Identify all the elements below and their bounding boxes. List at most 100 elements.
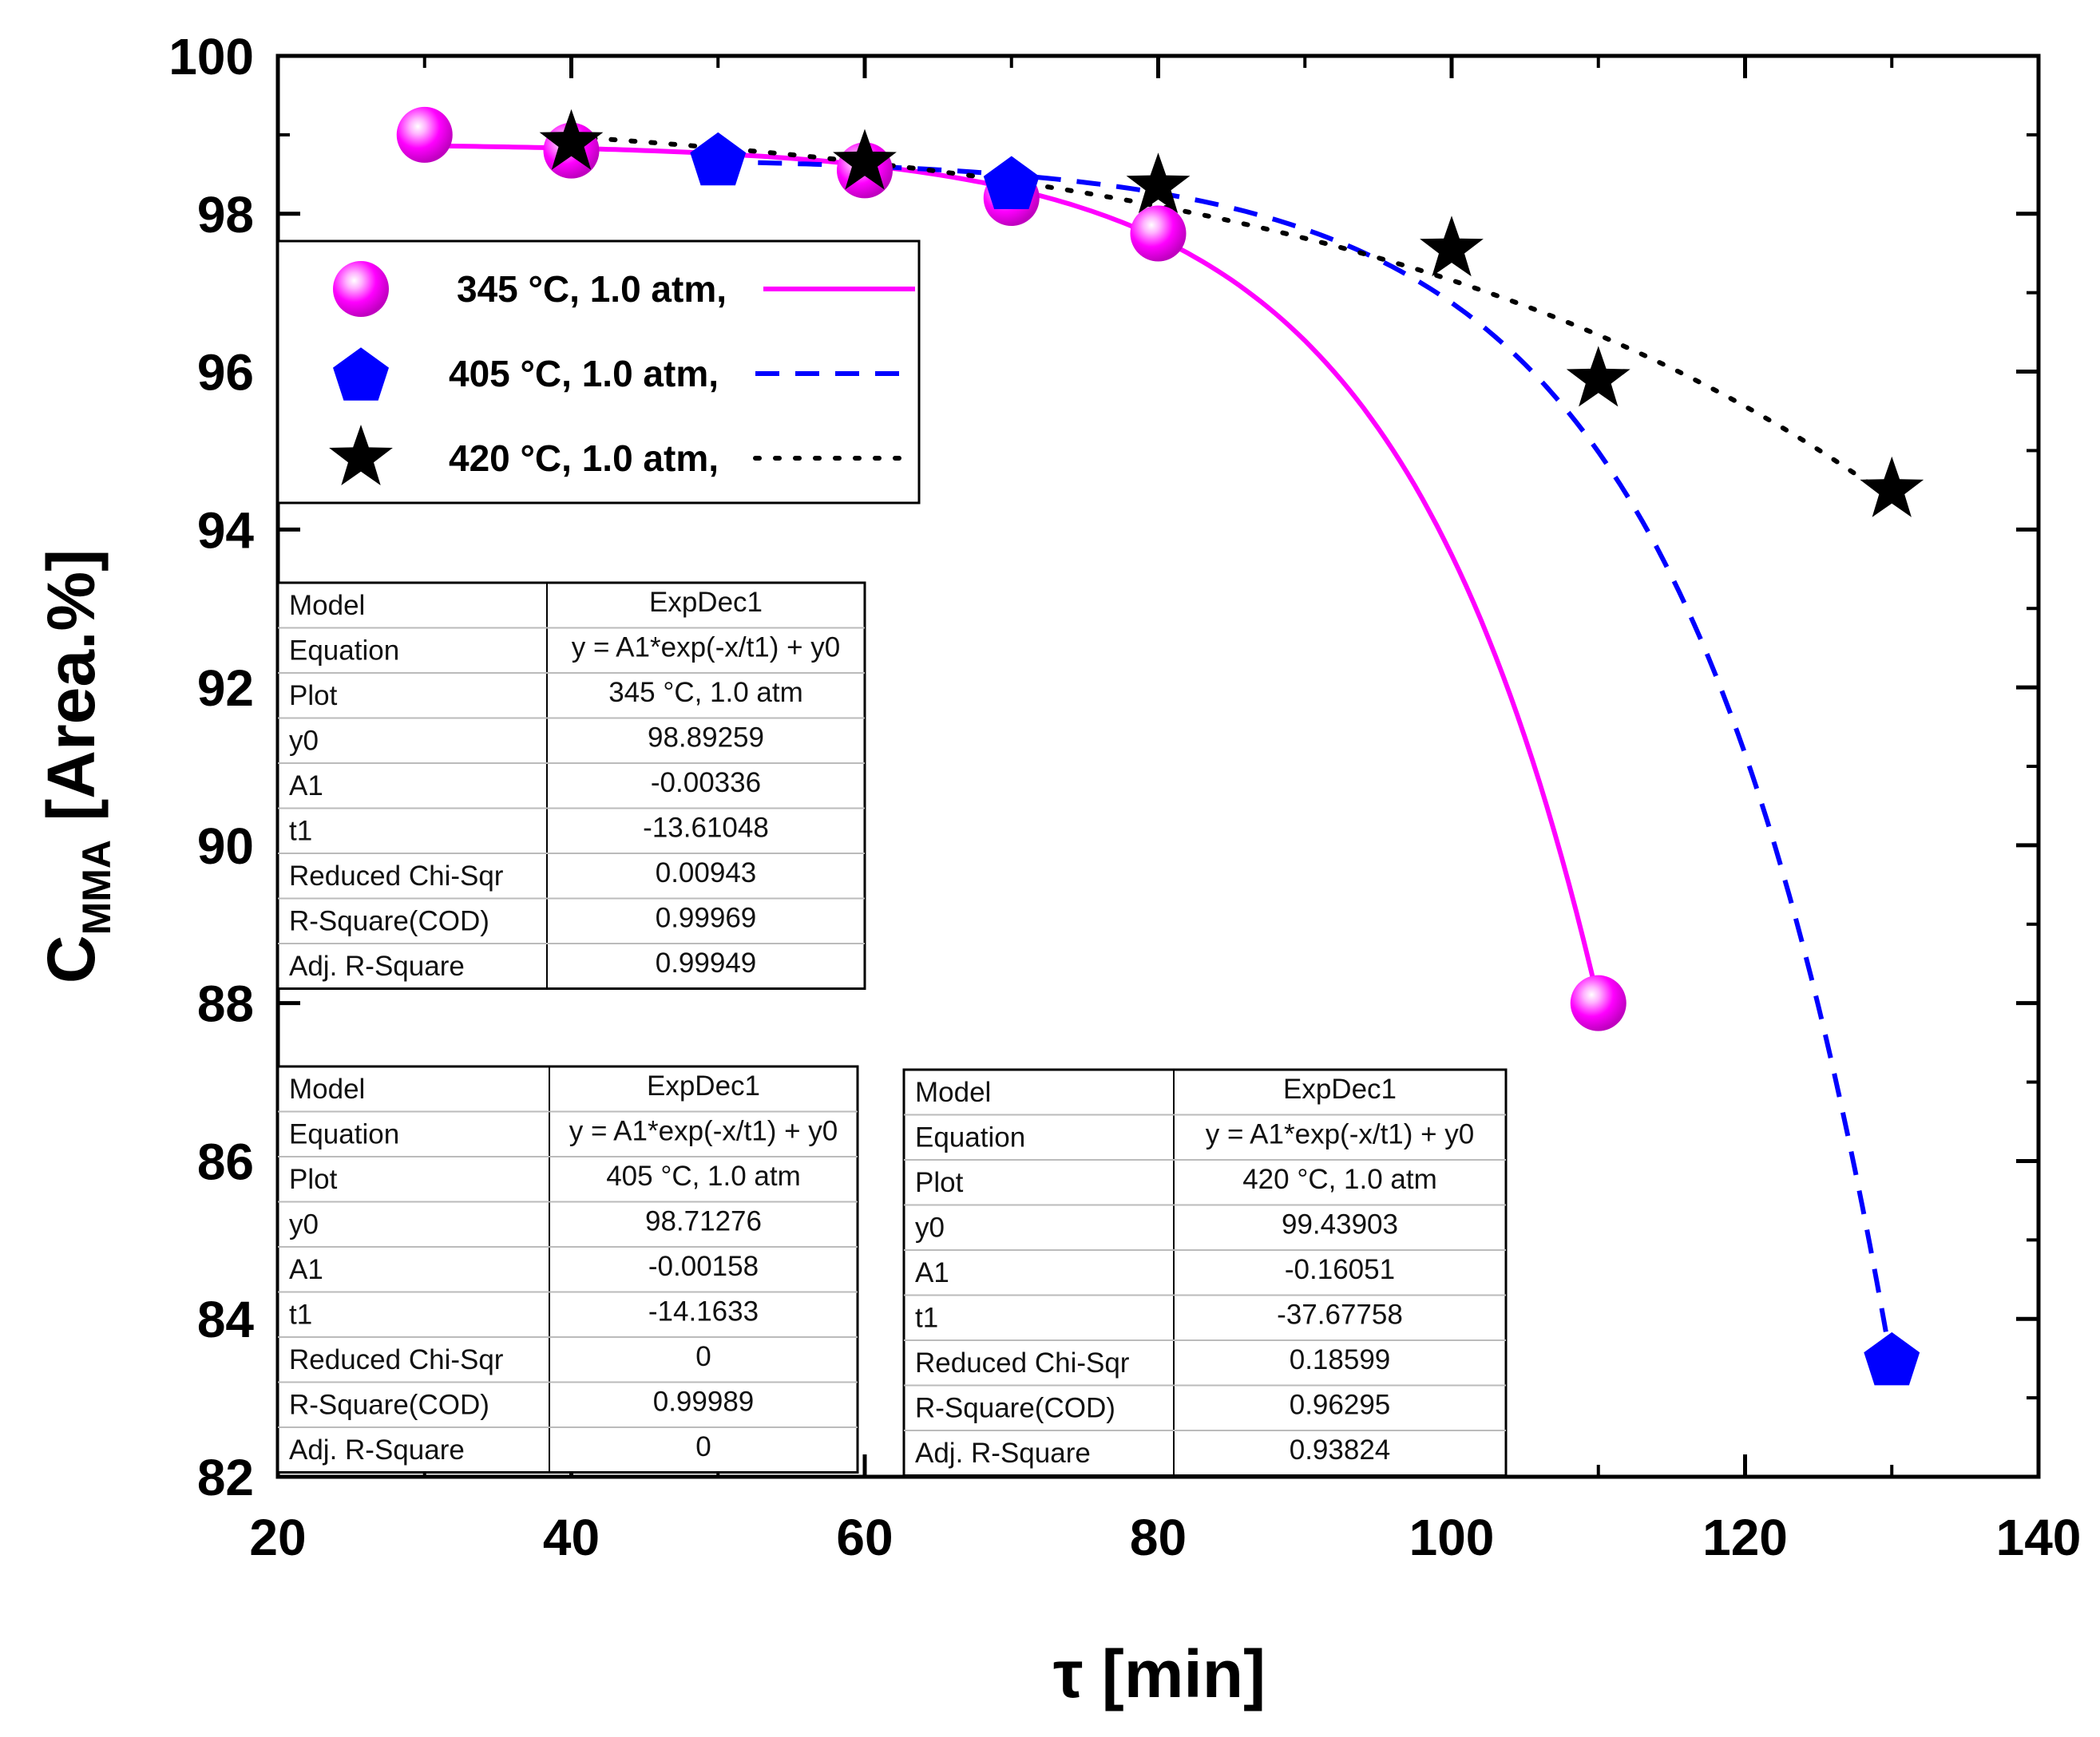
legend: 345 °C, 1.0 atm, 405 °C, 1.0 atm, 420 °C, … bbox=[276, 239, 921, 504]
fit-table-value: 0.93824 bbox=[1290, 1434, 1391, 1466]
x-tick-label: 40 bbox=[543, 1509, 600, 1566]
y-axis-title-subscript: MMA bbox=[74, 840, 119, 935]
fit-table-border bbox=[276, 581, 866, 990]
fit-table-value: 345 °C, 1.0 atm bbox=[608, 677, 803, 708]
data-point-star bbox=[833, 129, 897, 190]
fit-table-key: Reduced Chi-Sqr bbox=[915, 1347, 1130, 1379]
data-point-sphere bbox=[396, 106, 453, 163]
fit-table-value: 0.96295 bbox=[1290, 1390, 1391, 1421]
data-point-star bbox=[1126, 152, 1191, 214]
fit-table-value: -13.61048 bbox=[643, 813, 769, 844]
fit-table-value: ExpDec1 bbox=[1283, 1074, 1397, 1105]
fit-table-key: Adj. R-Square bbox=[289, 1434, 465, 1466]
y-tick-label: 84 bbox=[197, 1291, 255, 1348]
fit-table-key: Plot bbox=[289, 1164, 338, 1195]
fit-table-value: 98.89259 bbox=[648, 722, 764, 754]
fit-table-key: y0 bbox=[289, 726, 319, 757]
fit-table-key: R-Square(COD) bbox=[915, 1393, 1115, 1424]
y-tick-label: 82 bbox=[197, 1449, 254, 1506]
y-axis-title: CMMA [Area.%] bbox=[34, 549, 119, 983]
data-point-star bbox=[539, 109, 604, 170]
fit-table-value: 98.71276 bbox=[645, 1206, 762, 1237]
fit-table-key: R-Square(COD) bbox=[289, 906, 489, 937]
fit-table-value: -0.00158 bbox=[648, 1251, 759, 1282]
fit-table-value: 99.43903 bbox=[1282, 1209, 1398, 1240]
fit-curve bbox=[569, 134, 1895, 502]
fit-table-value: 0.00943 bbox=[656, 857, 757, 888]
fit-table-key: A1 bbox=[289, 1254, 323, 1285]
fit-table-value: 0.18599 bbox=[1290, 1344, 1391, 1375]
x-tick-label: 20 bbox=[249, 1509, 306, 1566]
data-point-pentagon bbox=[1864, 1331, 1920, 1386]
fit-table: Model ExpDec1 Equation y = A1*exp(-x/t1) + … bbox=[276, 1065, 859, 1474]
y-tick-label: 94 bbox=[197, 501, 255, 559]
data-point-pentagon bbox=[690, 132, 747, 186]
x-axis-title: τ [min] bbox=[1053, 1636, 1266, 1711]
legend-entry: 345 °C, 1.0 atm, bbox=[333, 261, 915, 317]
fit-table-border bbox=[902, 1068, 1508, 1477]
y-tick-label: 92 bbox=[197, 659, 254, 717]
fit-table-key: Reduced Chi-Sqr bbox=[289, 1344, 504, 1375]
x-tick-label: 60 bbox=[836, 1509, 893, 1566]
fit-table-key: t1 bbox=[289, 1300, 312, 1331]
data-point-star bbox=[1566, 346, 1630, 407]
fit-table-key: A1 bbox=[915, 1257, 949, 1288]
fit-table-key: Equation bbox=[289, 635, 399, 667]
fit-table-value: 0.99969 bbox=[656, 903, 757, 934]
data-point-star bbox=[1420, 216, 1484, 277]
data-markers bbox=[396, 106, 1924, 1386]
y-tick-label: 90 bbox=[197, 817, 254, 875]
x-tick-label: 100 bbox=[1409, 1509, 1495, 1566]
data-point-sphere bbox=[1130, 205, 1187, 262]
y-tick-label: 96 bbox=[197, 344, 254, 402]
fit-table-value: ExpDec1 bbox=[647, 1070, 760, 1102]
y-tick-label: 98 bbox=[197, 186, 254, 243]
data-point-sphere bbox=[1570, 975, 1627, 1031]
fit-table-value: y = A1*exp(-x/t1) + y0 bbox=[569, 1116, 838, 1147]
fit-table-value: -0.16051 bbox=[1285, 1254, 1395, 1285]
fit-table-value: 420 °C, 1.0 atm bbox=[1242, 1164, 1437, 1195]
fit-table-key: A1 bbox=[289, 770, 323, 801]
fit-table-key: Equation bbox=[915, 1122, 1025, 1153]
fit-table-border bbox=[276, 1065, 859, 1474]
x-tick-label: 140 bbox=[1996, 1509, 2082, 1566]
fit-table-key: t1 bbox=[289, 816, 312, 847]
legend-label: 345 °C, 1.0 atm, bbox=[457, 268, 727, 310]
fit-table-value: ExpDec1 bbox=[649, 587, 763, 618]
y-axis-title-rest: [Area.%] bbox=[34, 549, 109, 840]
fit-table-key: R-Square(COD) bbox=[289, 1390, 489, 1421]
fit-table-value: -0.00336 bbox=[651, 767, 761, 798]
fit-table-key: Adj. R-Square bbox=[915, 1438, 1091, 1469]
fit-table-key: Adj. R-Square bbox=[289, 951, 465, 982]
fit-table-key: Reduced Chi-Sqr bbox=[289, 861, 504, 892]
legend-marker-star bbox=[329, 425, 393, 485]
fit-table-value: 0 bbox=[695, 1341, 711, 1372]
fit-table-key: y0 bbox=[915, 1213, 945, 1244]
legend-marker-sphere bbox=[333, 261, 389, 317]
y-tick-label: 86 bbox=[197, 1133, 254, 1190]
fit-table-key: t1 bbox=[915, 1303, 938, 1334]
fit-table-value: 0.99989 bbox=[653, 1387, 755, 1418]
fit-table: Model ExpDec1 Equation y = A1*exp(-x/t1) + … bbox=[276, 581, 866, 990]
fit-table-value: y = A1*exp(-x/t1) + y0 bbox=[1206, 1119, 1475, 1150]
fit-table-value: 405 °C, 1.0 atm bbox=[606, 1161, 801, 1192]
fit-table-key: Model bbox=[915, 1077, 991, 1108]
fit-tables: Model ExpDec1 Equation y = A1*exp(-x/t1) + … bbox=[276, 581, 1508, 1477]
x-tick-label: 80 bbox=[1130, 1509, 1187, 1566]
fit-table: Model ExpDec1 Equation y = A1*exp(-x/t1) + … bbox=[902, 1068, 1508, 1477]
fit-table-key: Plot bbox=[915, 1167, 964, 1198]
fit-table-key: y0 bbox=[289, 1209, 319, 1240]
fit-table-key: Plot bbox=[289, 680, 338, 711]
y-tick-label: 100 bbox=[168, 28, 254, 85]
fit-table-value: 0 bbox=[695, 1431, 711, 1462]
y-axis-title-main: C bbox=[34, 935, 109, 983]
fit-table-value: y = A1*exp(-x/t1) + y0 bbox=[572, 632, 841, 663]
fit-table-key: Model bbox=[289, 590, 365, 621]
fit-table-value: -14.1633 bbox=[648, 1296, 759, 1327]
x-tick-label: 120 bbox=[1702, 1509, 1788, 1566]
fit-table-key: Equation bbox=[289, 1119, 399, 1150]
fit-table-key: Model bbox=[289, 1074, 365, 1105]
legend-label: 405 °C, 1.0 atm, bbox=[449, 353, 719, 394]
y-tick-label: 88 bbox=[197, 975, 254, 1033]
